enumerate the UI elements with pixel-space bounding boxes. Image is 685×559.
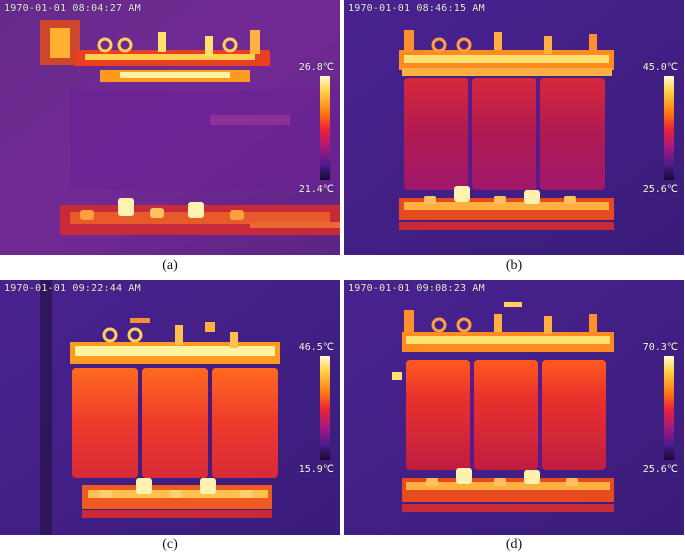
temp-min-a: 21.4℃ bbox=[298, 184, 334, 195]
thermal-scene-b bbox=[344, 0, 684, 255]
temp-max-d: 70.3℃ bbox=[642, 342, 678, 353]
timestamp-a: 1970-01-01 08:04:27 AM bbox=[4, 3, 141, 14]
thermal-image-d: 1970-01-01 09:08:23 AM 70.3℃ 25.6℃ bbox=[344, 280, 684, 535]
caption-d: (d) bbox=[505, 537, 523, 552]
temp-max-b: 45.0℃ bbox=[642, 62, 678, 73]
thermal-image-b: 1970-01-01 08:46:15 AM 45.0℃ 25.6℃ bbox=[344, 0, 684, 255]
caption-c: (c) bbox=[162, 537, 178, 552]
temperature-scale-a: 26.8℃ 21.4℃ bbox=[294, 62, 334, 198]
temperature-scale-c: 46.5℃ 15.9℃ bbox=[294, 342, 334, 478]
color-scale-bar-a bbox=[320, 76, 330, 180]
timestamp-b: 1970-01-01 08:46:15 AM bbox=[348, 3, 485, 14]
temp-min-b: 25.6℃ bbox=[642, 184, 678, 195]
thermal-scene-c bbox=[0, 280, 340, 535]
thermal-image-c: 1970-01-01 09:22:44 AM 46.5℃ 15.9℃ bbox=[0, 280, 340, 535]
caption-b: (b) bbox=[505, 258, 523, 273]
color-scale-bar-b bbox=[664, 76, 674, 180]
temp-min-d: 25.6℃ bbox=[642, 464, 678, 475]
thermal-scene-d bbox=[344, 280, 684, 535]
color-scale-bar-d bbox=[664, 356, 674, 460]
temp-max-a: 26.8℃ bbox=[298, 62, 334, 73]
temp-min-c: 15.9℃ bbox=[298, 464, 334, 475]
thermal-scene-a bbox=[0, 0, 340, 255]
caption-a: (a) bbox=[162, 258, 178, 273]
thermal-image-a: 1970-01-01 08:04:27 AM 26.8℃ 21.4℃ bbox=[0, 0, 340, 255]
temp-max-c: 46.5℃ bbox=[298, 342, 334, 353]
temperature-scale-b: 45.0℃ 25.6℃ bbox=[638, 62, 678, 198]
timestamp-d: 1970-01-01 09:08:23 AM bbox=[348, 283, 485, 294]
temperature-scale-d: 70.3℃ 25.6℃ bbox=[638, 342, 678, 478]
color-scale-bar-c bbox=[320, 356, 330, 460]
timestamp-c: 1970-01-01 09:22:44 AM bbox=[4, 283, 141, 294]
